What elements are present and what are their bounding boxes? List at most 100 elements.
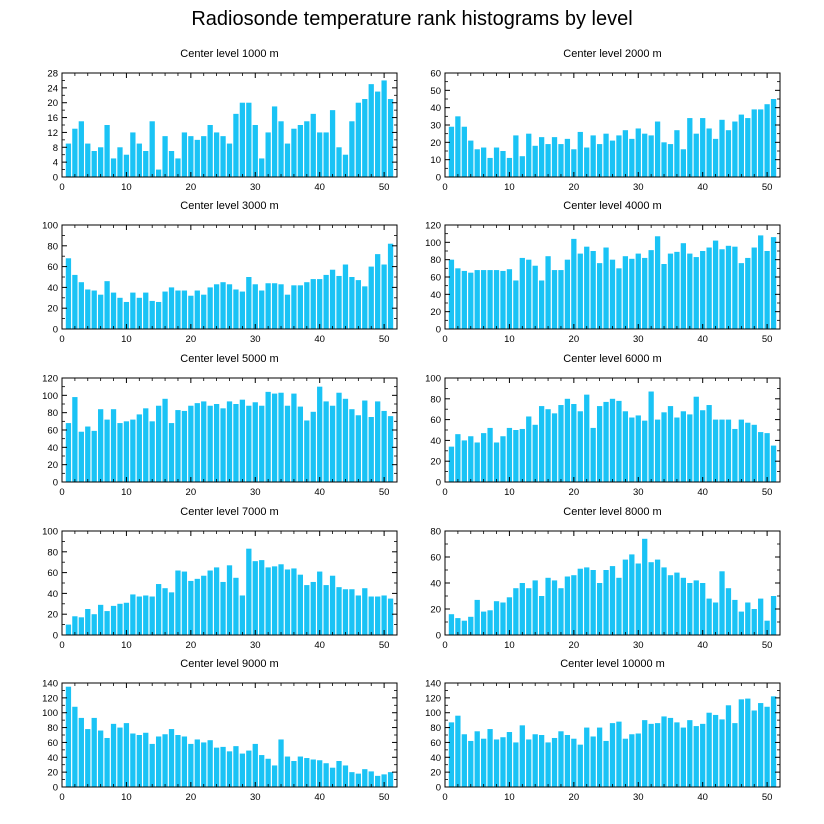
y-tick-label: 0	[53, 325, 58, 336]
bar	[98, 604, 104, 635]
panel-title: Center level 7000 m	[180, 506, 278, 518]
x-tick-label: 10	[121, 182, 132, 193]
bar	[590, 570, 596, 635]
bar	[98, 294, 104, 329]
bar	[329, 269, 336, 329]
bar	[104, 125, 110, 177]
bar	[297, 756, 303, 787]
bar	[110, 292, 117, 329]
bar	[545, 409, 551, 482]
bar	[751, 710, 757, 787]
bar	[603, 401, 609, 482]
bar	[564, 138, 571, 177]
bar	[693, 133, 699, 177]
y-tick-label: 0	[436, 325, 441, 336]
bar	[78, 282, 84, 329]
bar	[725, 705, 732, 787]
x-tick-label: 50	[379, 334, 390, 345]
bar	[246, 102, 252, 177]
y-tick-label: 20	[47, 98, 58, 109]
bar	[770, 596, 777, 635]
y-tick-label: 0	[53, 783, 58, 794]
bar	[323, 401, 329, 482]
bar	[506, 597, 513, 635]
x-tick-label: 0	[59, 334, 64, 345]
bar	[188, 743, 194, 787]
x-tick-label: 50	[762, 640, 773, 651]
bar	[513, 135, 519, 177]
bar	[493, 270, 500, 329]
y-tick-label: 140	[425, 679, 441, 690]
bar	[329, 575, 336, 635]
bar	[259, 755, 265, 787]
bar	[123, 723, 130, 787]
bar	[481, 433, 487, 482]
x-tick-label: 40	[314, 487, 325, 498]
bar	[751, 109, 757, 177]
y-tick-label: 40	[430, 290, 441, 301]
bar	[609, 398, 616, 482]
bar	[738, 263, 744, 329]
bar	[725, 588, 732, 635]
panel-8: Center level 8000 m 0 20 40 60 80 0 10 20 30 40 50	[430, 506, 781, 651]
bar	[712, 419, 719, 482]
y-tick-label: 60	[430, 738, 441, 749]
bar	[310, 411, 316, 482]
bar	[706, 247, 712, 329]
bar	[448, 259, 455, 329]
bar	[123, 421, 130, 482]
bar	[661, 567, 667, 635]
bar	[226, 751, 233, 787]
bar	[654, 236, 661, 329]
bar	[493, 147, 500, 177]
bar	[712, 138, 719, 177]
bar	[110, 158, 117, 177]
y-tick-label: 80	[47, 723, 58, 734]
x-tick-label: 10	[504, 640, 515, 651]
bar	[629, 734, 635, 787]
bar	[65, 423, 72, 482]
bar	[201, 294, 207, 329]
bar	[271, 393, 278, 482]
x-tick-label: 50	[379, 792, 390, 803]
bar	[233, 289, 239, 329]
bar	[564, 398, 571, 482]
bar	[110, 409, 117, 482]
bar	[455, 268, 461, 329]
bar	[461, 270, 467, 329]
bar	[481, 147, 487, 177]
bar	[513, 430, 519, 482]
x-tick-label: 20	[569, 487, 580, 498]
bar	[712, 602, 719, 635]
bar	[481, 270, 487, 329]
bar	[362, 99, 368, 177]
bar	[104, 611, 110, 635]
bar	[738, 114, 744, 177]
x-tick-label: 40	[314, 334, 325, 345]
bar	[323, 763, 329, 787]
x-tick-label: 20	[186, 182, 197, 193]
bar	[590, 251, 596, 329]
bar	[246, 405, 252, 482]
bar	[738, 419, 744, 482]
y-tick-label: 30	[430, 121, 441, 132]
bar	[448, 722, 455, 787]
panel-6: Center level 6000 m 0 20 40 60 80 100 0 10 20 30 40…	[425, 353, 781, 498]
panel-7: Center level 7000 m 0 20 40 60 80 100 0 10 20 30 40…	[42, 506, 398, 651]
bar	[207, 287, 213, 329]
bar	[220, 282, 226, 329]
bar	[532, 265, 538, 329]
y-tick-label: 40	[430, 103, 441, 114]
bar	[590, 427, 596, 482]
bar	[558, 144, 564, 177]
bar	[65, 143, 72, 177]
y-tick-label: 0	[53, 173, 58, 184]
x-tick-label: 10	[504, 182, 515, 193]
y-tick-label: 20	[47, 768, 58, 779]
bar	[201, 401, 207, 482]
x-tick-label: 10	[121, 334, 132, 345]
bar	[687, 118, 693, 177]
x-tick-label: 0	[442, 487, 447, 498]
panel-title: Center level 1000 m	[180, 48, 278, 60]
